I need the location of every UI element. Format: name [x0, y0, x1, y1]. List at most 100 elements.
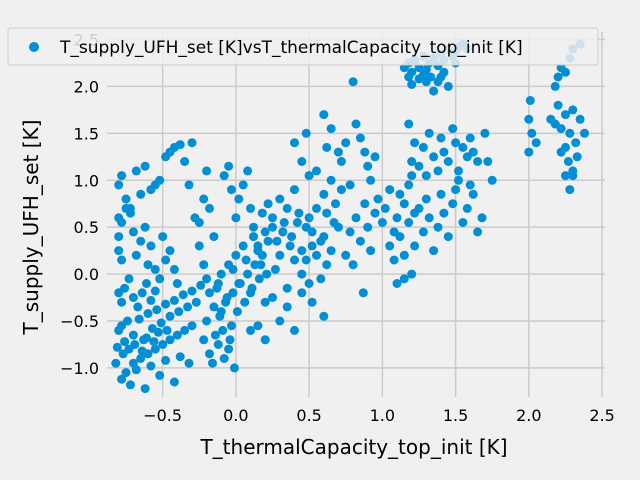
- scatter-point: [120, 337, 130, 347]
- scatter-point: [473, 227, 483, 237]
- scatter-point: [158, 232, 168, 242]
- scatter-point: [121, 368, 131, 378]
- scatter-point: [304, 213, 314, 223]
- scatter-point: [178, 290, 188, 300]
- scatter-point: [312, 250, 321, 260]
- scatter-point: [363, 161, 373, 171]
- scatter-point: [117, 374, 127, 384]
- scatter-point: [282, 302, 292, 312]
- scatter-point: [275, 316, 285, 326]
- scatter-point: [443, 157, 453, 166]
- scatter-point: [553, 72, 563, 82]
- scatter-point: [282, 203, 292, 213]
- scatter-point: [333, 222, 343, 232]
- scatter-point: [290, 138, 299, 148]
- scatter-point: [333, 147, 343, 157]
- scatter-point: [341, 250, 351, 260]
- scatter-point: [231, 213, 241, 223]
- scatter-point: [287, 232, 297, 242]
- scatter-point: [480, 128, 490, 138]
- scatter-point: [561, 142, 570, 152]
- scatter-point: [162, 325, 172, 335]
- scatter-point: [202, 166, 212, 176]
- scatter-point: [312, 166, 321, 176]
- scatter-point: [439, 208, 449, 218]
- scatter-point: [297, 269, 307, 279]
- scatter-point: [404, 119, 414, 129]
- scatter-point: [454, 166, 463, 176]
- scatter-point: [424, 213, 434, 223]
- scatter-point: [253, 321, 263, 331]
- scatter-point: [156, 318, 166, 328]
- scatter-point: [561, 171, 570, 181]
- x-tick-label: 1.5: [443, 406, 468, 425]
- scatter-point: [355, 133, 365, 143]
- scatter-point: [414, 161, 424, 171]
- scatter-point: [312, 203, 321, 213]
- scatter-point: [131, 250, 141, 260]
- scatter-point: [301, 255, 311, 265]
- y-tick-label: 1.5: [74, 124, 99, 143]
- scatter-point: [395, 189, 405, 199]
- scatter-point: [366, 175, 376, 185]
- scatter-point: [184, 358, 194, 368]
- scatter-point: [285, 241, 295, 251]
- scatter-point: [134, 314, 144, 324]
- legend: T_supply_UFH_set [K]vsT_thermalCapacity_…: [7, 27, 599, 66]
- scatter-point: [153, 327, 163, 337]
- scatter-point: [572, 152, 582, 162]
- scatter-point: [112, 342, 122, 352]
- x-tick-label: 1.0: [370, 406, 395, 425]
- scatter-point: [580, 128, 589, 138]
- x-tick-labels: −0.5 0.0 0.5 1.0 1.5 2.0 2.5: [143, 406, 615, 425]
- scatter-point: [209, 232, 219, 242]
- scatter-point: [155, 175, 165, 185]
- scatter-point: [172, 279, 182, 288]
- scatter-point: [180, 157, 190, 166]
- scatter-point: [487, 175, 497, 185]
- scatter-point: [326, 246, 336, 256]
- scatter-point: [234, 194, 244, 204]
- scatter-point: [395, 232, 405, 242]
- scatter-point: [268, 222, 277, 232]
- scatter-point: [231, 250, 241, 260]
- scatter-point: [199, 335, 209, 345]
- scatter-point: [433, 222, 443, 232]
- scatter-point: [150, 286, 160, 296]
- scatter-point: [565, 185, 575, 195]
- scatter-point: [240, 297, 250, 307]
- scatter-point: [316, 274, 326, 284]
- scatter-point: [128, 330, 138, 340]
- scatter-point: [345, 180, 355, 190]
- scatter-point: [443, 232, 453, 242]
- scatter-point: [294, 208, 304, 218]
- scatter-point: [568, 171, 578, 181]
- scatter-point: [247, 283, 257, 293]
- scatter-point: [194, 218, 204, 227]
- scatter-point: [117, 297, 127, 307]
- x-axis-label: T_thermalCapacity_top_init [K]: [199, 435, 507, 459]
- scatter-point: [136, 236, 146, 246]
- scatter-point: [304, 171, 314, 181]
- scatter-point: [213, 340, 223, 349]
- scatter-point: [399, 274, 409, 284]
- scatter-point: [524, 147, 534, 157]
- scatter-point: [187, 321, 197, 331]
- scatter-point: [117, 171, 127, 181]
- scatter-point: [290, 325, 299, 335]
- scatter-point: [458, 142, 468, 152]
- scatter-point: [360, 199, 370, 209]
- y-tick-label: 0.0: [74, 265, 99, 284]
- scatter-point: [290, 185, 299, 195]
- scatter-point: [169, 377, 179, 387]
- scatter-point: [202, 316, 212, 326]
- scatter-point: [246, 203, 255, 213]
- scatter-point: [161, 299, 171, 309]
- scatter-point: [184, 180, 194, 190]
- scatter-point: [143, 309, 153, 318]
- scatter-point: [228, 288, 238, 298]
- scatter-point: [225, 335, 235, 345]
- scatter-point: [436, 133, 446, 143]
- scatter-point: [263, 236, 273, 246]
